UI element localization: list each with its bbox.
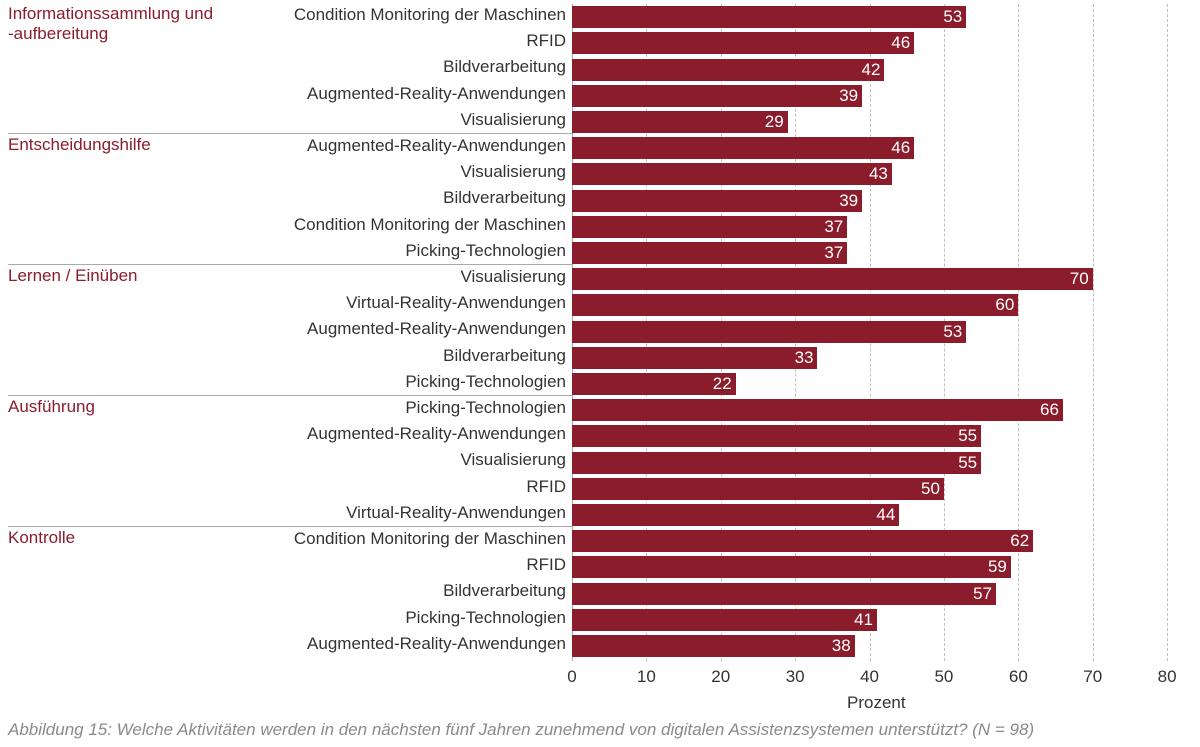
group-label: Entscheidungshilfe (8, 135, 218, 155)
group-label: Lernen / Einüben (8, 266, 218, 286)
bar: 66 (572, 399, 1063, 421)
bar-label: Visualisierung (460, 267, 566, 287)
bar-value: 37 (824, 242, 843, 264)
bar: 42 (572, 59, 884, 81)
bar-value: 57 (973, 583, 992, 605)
bar-value: 46 (891, 32, 910, 54)
bar-label: Condition Monitoring der Maschinen (294, 215, 566, 235)
bar-label: Visualisierung (460, 162, 566, 182)
bar-value: 33 (795, 347, 814, 369)
bar: 39 (572, 85, 862, 107)
x-tick-label: 50 (934, 667, 953, 687)
bar-label: Visualisierung (460, 110, 566, 130)
bar: 60 (572, 294, 1018, 316)
x-tick-label: 60 (1009, 667, 1028, 687)
bar-label: Augmented-Reality-Anwendungen (307, 634, 566, 654)
group-separator (8, 395, 572, 396)
bar-value: 46 (891, 137, 910, 159)
bar-label: Condition Monitoring der Maschinen (294, 529, 566, 549)
bar-value: 42 (862, 59, 881, 81)
bar-value: 62 (1010, 530, 1029, 552)
bar: 44 (572, 504, 899, 526)
bar-value: 60 (995, 294, 1014, 316)
bar-value: 41 (854, 609, 873, 631)
bar-value: 70 (1070, 268, 1089, 290)
bar: 46 (572, 32, 914, 54)
bar: 46 (572, 137, 914, 159)
grid-line (1093, 4, 1094, 661)
bar: 37 (572, 216, 847, 238)
bar-label: Visualisierung (460, 450, 566, 470)
bar-value: 22 (713, 373, 732, 395)
group-label: Informationssammlung und -aufbereitung (8, 4, 218, 43)
bar-label: Augmented-Reality-Anwendungen (307, 319, 566, 339)
bar: 70 (572, 268, 1093, 290)
bar-label: Picking-Technologien (405, 608, 566, 628)
x-axis-label: Prozent (847, 693, 906, 713)
bar-label: Condition Monitoring der Maschinen (294, 5, 566, 25)
bar-label: RFID (526, 31, 566, 51)
bar-value: 39 (839, 190, 858, 212)
bar-value: 39 (839, 85, 858, 107)
bar-label: RFID (526, 477, 566, 497)
bar: 62 (572, 530, 1033, 552)
bar-label: Picking-Technologien (405, 398, 566, 418)
bar-label: Bildverarbeitung (443, 581, 566, 601)
bar: 22 (572, 373, 736, 395)
bar: 57 (572, 583, 996, 605)
x-tick-label: 20 (711, 667, 730, 687)
group-separator (8, 133, 572, 134)
bar-label: Augmented-Reality-Anwendungen (307, 424, 566, 444)
x-tick-label: 70 (1083, 667, 1102, 687)
bar-label: Bildverarbeitung (443, 346, 566, 366)
bar: 55 (572, 425, 981, 447)
bar: 29 (572, 111, 788, 133)
x-tick-label: 10 (637, 667, 656, 687)
bar-value: 43 (869, 163, 888, 185)
bar-value: 50 (921, 478, 940, 500)
bar: 43 (572, 163, 892, 185)
bar-value: 55 (958, 452, 977, 474)
bar-label: Picking-Technologien (405, 241, 566, 261)
bar-value: 59 (988, 556, 1007, 578)
bar-value: 44 (876, 504, 895, 526)
bar-value: 37 (824, 216, 843, 238)
x-tick-label: 80 (1158, 667, 1177, 687)
group-separator (8, 264, 572, 265)
group-separator (8, 526, 572, 527)
x-tick-label: 30 (786, 667, 805, 687)
bar-label: Picking-Technologien (405, 372, 566, 392)
bar-label: Augmented-Reality-Anwendungen (307, 84, 566, 104)
group-label: Ausführung (8, 397, 218, 417)
bar-label: Bildverarbeitung (443, 188, 566, 208)
figure-caption: Abbildung 15: Welche Aktivitäten werden … (8, 720, 1034, 740)
bar-value: 29 (765, 111, 784, 133)
group-label: Kontrolle (8, 528, 218, 548)
bar-label: Augmented-Reality-Anwendungen (307, 136, 566, 156)
grid-line (1018, 4, 1019, 661)
bar: 37 (572, 242, 847, 264)
bar-value: 66 (1040, 399, 1059, 421)
bar: 53 (572, 321, 966, 343)
x-tick-label: 0 (567, 667, 576, 687)
grouped-horizontal-bar-chart: 0 10 20 30 40 50 60 70 80 Prozent Informationssamm… (0, 0, 1200, 747)
x-tick-label: 40 (860, 667, 879, 687)
bar-value: 55 (958, 425, 977, 447)
bar-value: 53 (943, 321, 962, 343)
bar-value: 53 (943, 6, 962, 28)
bar: 53 (572, 6, 966, 28)
bar-value: 38 (832, 635, 851, 657)
bar-label: Virtual-Reality-Anwendungen (346, 503, 566, 523)
bar: 41 (572, 609, 877, 631)
bar: 55 (572, 452, 981, 474)
bar: 39 (572, 190, 862, 212)
grid-line (1167, 4, 1168, 661)
bar: 33 (572, 347, 817, 369)
bar: 38 (572, 635, 855, 657)
bar-label: Virtual-Reality-Anwendungen (346, 293, 566, 313)
bar: 59 (572, 556, 1011, 578)
bar-label: RFID (526, 555, 566, 575)
bar-label: Bildverarbeitung (443, 57, 566, 77)
bar: 50 (572, 478, 944, 500)
